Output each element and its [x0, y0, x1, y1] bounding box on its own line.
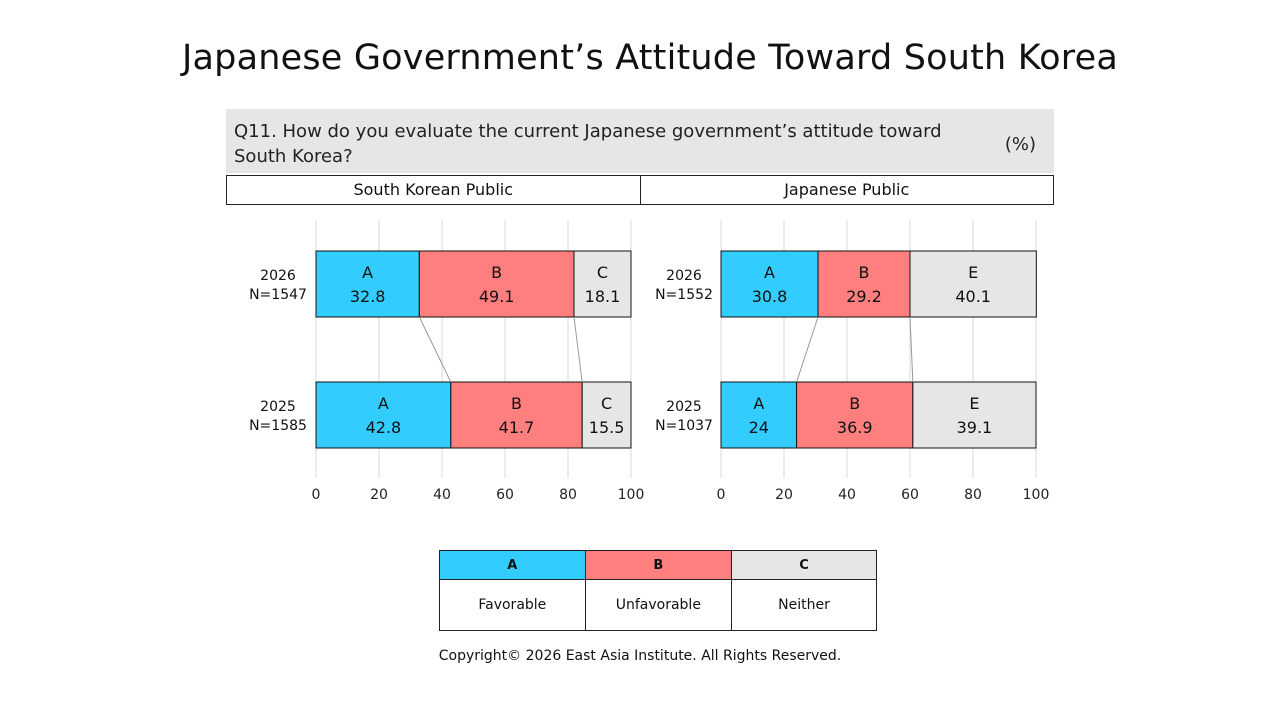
- bar-segment-e: [912, 381, 1037, 449]
- segment-key-label: B: [491, 263, 502, 282]
- x-tick-label: 80: [964, 487, 982, 503]
- bar-segment-c: [573, 250, 632, 318]
- bar-segment-a: [720, 381, 798, 449]
- row-year-label: 2026: [666, 268, 702, 284]
- row-n-label: N=1037: [655, 418, 713, 434]
- legend-label-neither: Neither: [731, 579, 877, 631]
- segment-key-label: B: [859, 263, 870, 282]
- segment-key-label: A: [378, 394, 389, 413]
- row-n-label: N=1547: [249, 287, 307, 303]
- question-text: Q11. How do you evaluate the current Jap…: [234, 121, 942, 167]
- segment-key-label: A: [362, 263, 373, 282]
- row-n-label: N=1552: [655, 287, 713, 303]
- x-tick-label: 0: [312, 487, 321, 503]
- x-tick-label: 60: [496, 487, 514, 503]
- connector-line: [418, 316, 452, 383]
- legend-swatch-b: B: [584, 550, 733, 580]
- x-tick-label: 40: [838, 487, 856, 503]
- copyright-notice: Copyright© 2026 East Asia Institute. All…: [438, 648, 842, 664]
- panel-headers: South Korean Public Japanese Public: [226, 175, 1054, 205]
- segment-value-label: 36.9: [837, 418, 873, 437]
- bar-segment-a: [315, 250, 420, 318]
- panel-header-japan: Japanese Public: [639, 176, 1054, 204]
- legend-label-favorable: Favorable: [439, 579, 586, 631]
- bar-segment-b: [817, 250, 911, 318]
- bar-segment-e: [909, 250, 1037, 318]
- segment-value-label: 24: [749, 418, 769, 437]
- segment-key-label: B: [849, 394, 860, 413]
- segment-value-label: 32.8: [350, 287, 386, 306]
- connector-line: [796, 316, 819, 383]
- x-tick-label: 40: [433, 487, 451, 503]
- x-tick-label: 80: [559, 487, 577, 503]
- segment-value-label: 39.1: [957, 418, 993, 437]
- segment-key-label: C: [597, 263, 608, 282]
- segment-key-label: A: [764, 263, 775, 282]
- connector-line: [909, 316, 914, 383]
- bar-segment-c: [581, 381, 632, 449]
- bar-segment-b: [418, 250, 575, 318]
- x-tick-label: 60: [901, 487, 919, 503]
- segment-key-label: E: [968, 263, 978, 282]
- x-tick-label: 100: [618, 487, 645, 503]
- page-title: Japanese Government’s Attitude Toward So…: [182, 38, 1118, 78]
- question-unit: (%): [1004, 134, 1036, 155]
- panel-header-south-korea: South Korean Public: [353, 180, 514, 199]
- row-year-label: 2026: [260, 268, 296, 284]
- row-n-label: N=1585: [249, 418, 307, 434]
- segment-value-label: 30.8: [752, 287, 788, 306]
- bar-segment-b: [450, 381, 583, 449]
- x-tick-label: 100: [1023, 487, 1050, 503]
- segment-value-label: 42.8: [366, 418, 402, 437]
- segment-key-label: E: [969, 394, 979, 413]
- legend-swatch-a: A: [439, 550, 586, 580]
- bar-segment-a: [720, 250, 819, 318]
- legend-swatch-c: C: [731, 550, 877, 580]
- row-year-label: 2025: [666, 399, 702, 415]
- segment-value-label: 49.1: [479, 287, 515, 306]
- question-box: Q11. How do you evaluate the current Jap…: [226, 109, 1054, 173]
- legend-table: A B C Favorable Unfavorable Neither: [439, 550, 877, 631]
- segment-key-label: C: [601, 394, 612, 413]
- segment-value-label: 29.2: [846, 287, 882, 306]
- segment-value-label: 41.7: [499, 418, 535, 437]
- segment-key-label: A: [753, 394, 764, 413]
- row-year-label: 2025: [260, 399, 296, 415]
- segment-key-label: B: [511, 394, 522, 413]
- legend-label-unfavorable: Unfavorable: [584, 579, 733, 631]
- bar-segment-a: [315, 381, 452, 449]
- connector-line: [573, 316, 583, 383]
- bar-segment-b: [796, 381, 914, 449]
- segment-value-label: 15.5: [589, 418, 625, 437]
- x-tick-label: 0: [717, 487, 726, 503]
- x-tick-label: 20: [775, 487, 793, 503]
- segment-value-label: 40.1: [955, 287, 991, 306]
- segment-value-label: 18.1: [585, 287, 621, 306]
- x-tick-label: 20: [370, 487, 388, 503]
